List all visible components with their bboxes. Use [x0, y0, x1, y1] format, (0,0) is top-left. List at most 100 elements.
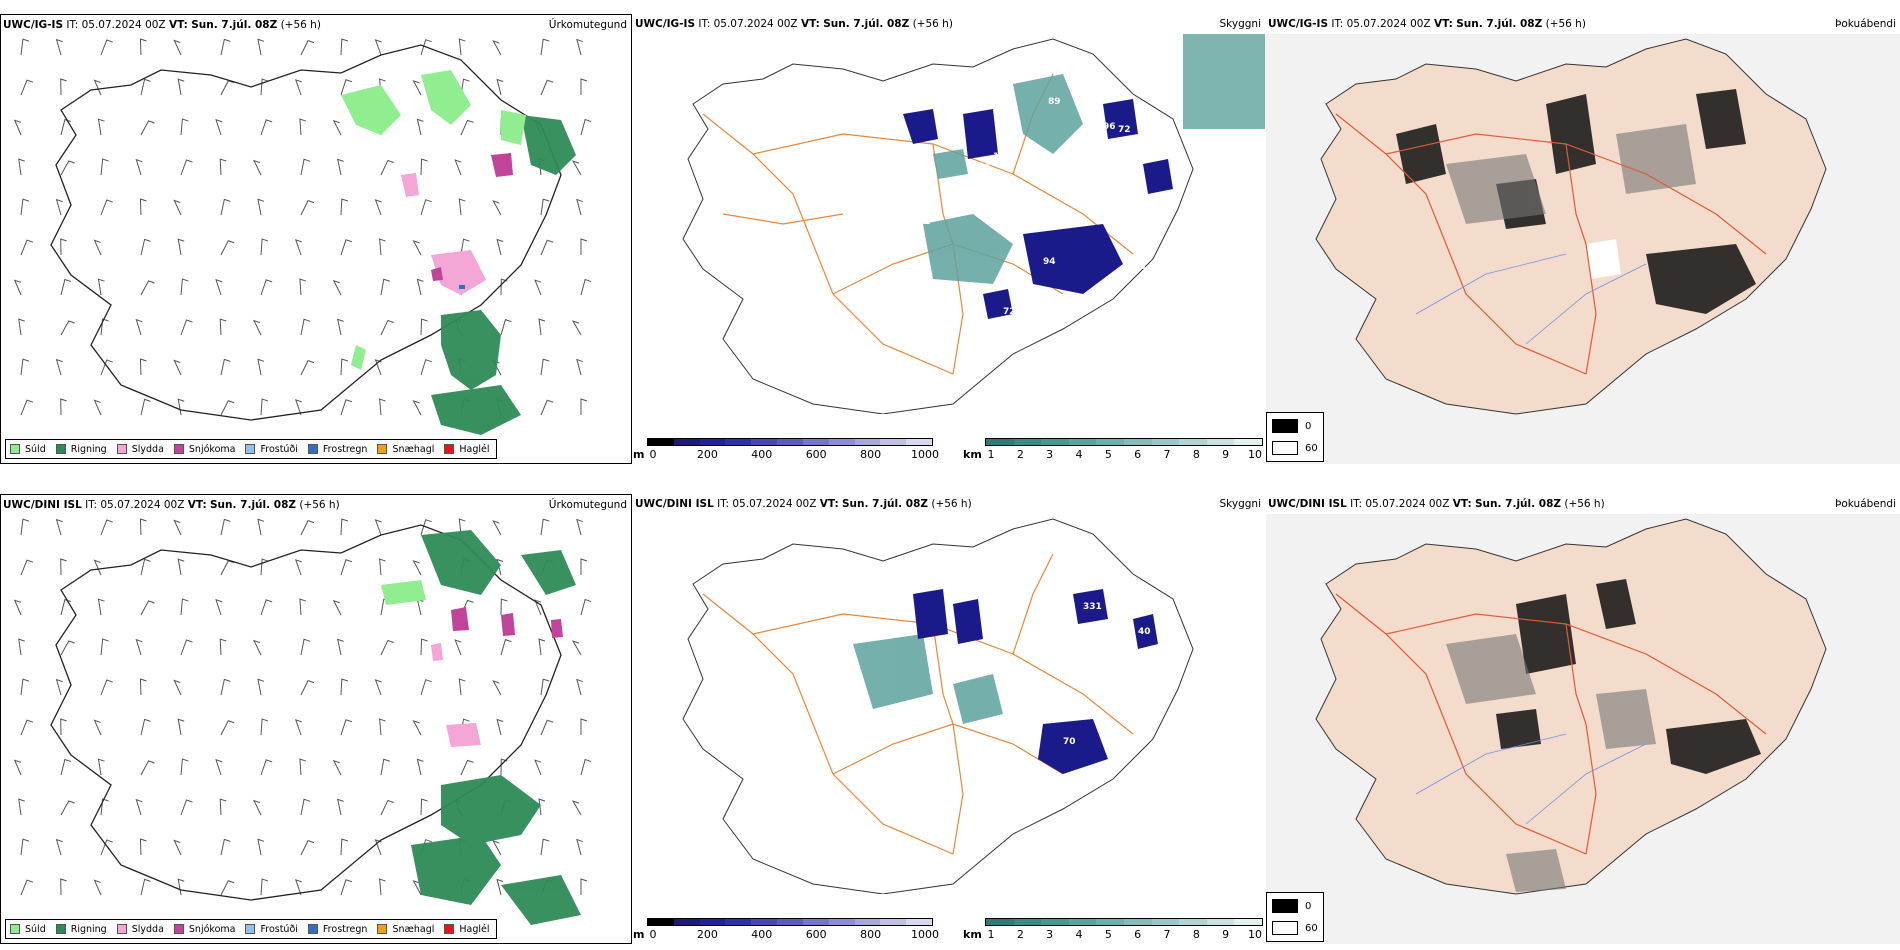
- colorbar-tick: 5: [1104, 448, 1112, 461]
- wind-barb: [571, 640, 582, 656]
- colorbar-segment: [1123, 919, 1152, 925]
- wind-barb: [20, 358, 30, 376]
- wind-barb: [299, 118, 307, 136]
- legend-swatch: [116, 924, 127, 934]
- wind-barb: [412, 80, 422, 96]
- wind-barb: [332, 599, 342, 616]
- wind-barb: [220, 880, 235, 896]
- wind-barb: [220, 198, 231, 216]
- wind-barb: [60, 160, 75, 176]
- wind-barb: [380, 159, 394, 176]
- wind-barb: [97, 278, 105, 296]
- wind-barb: [300, 520, 315, 536]
- wind-barb: [540, 79, 554, 96]
- colorbar-segment: [648, 919, 674, 925]
- wind-barb: [299, 598, 307, 616]
- wind-barb: [139, 518, 147, 536]
- wind-barb: [332, 279, 342, 296]
- legend-item: Rigning: [55, 444, 107, 455]
- wind-barb: [220, 720, 235, 736]
- wind-barb: [420, 359, 432, 376]
- colorbar-segment: [673, 919, 700, 925]
- visibility-panel-bottom: 163 224 331 40 16 83 87 70 69 36 UWC/DINI ISL IT:…: [633, 494, 1265, 944]
- colorbar-segment: [802, 919, 829, 925]
- vt-label: VT:: [187, 499, 207, 511]
- wind-barb: [294, 79, 302, 96]
- wind-barb: [540, 838, 550, 856]
- colorbar-tick: 400: [751, 448, 773, 461]
- colorbar-tick: 1: [987, 928, 995, 941]
- lead-time: (+56 h): [1545, 18, 1586, 30]
- wind-barb: [135, 638, 143, 656]
- wind-barb: [220, 80, 235, 96]
- wind-barb: [60, 398, 67, 416]
- wind-barb: [139, 358, 147, 376]
- visibility-value-label: 75: [1103, 282, 1116, 292]
- colorbar-tick: 1000: [911, 928, 939, 941]
- wind-barb: [500, 318, 512, 336]
- legend-item: Frostregn: [307, 924, 367, 935]
- wind-barb: [340, 239, 353, 256]
- wind-barb: [540, 358, 550, 376]
- legend-item: Slydda: [116, 444, 164, 455]
- wind-barb: [100, 679, 113, 696]
- wind-barb: [576, 678, 584, 696]
- wind-barb: [219, 158, 227, 176]
- legend-swatch: [116, 444, 127, 454]
- wind-barb: [420, 679, 432, 696]
- wind-barb: [135, 318, 143, 336]
- vt-label: VT:: [819, 498, 839, 510]
- wind-barb: [55, 358, 63, 376]
- wind-barb: [260, 878, 269, 896]
- legend-item: Snæhagl: [377, 444, 434, 455]
- wind-barb: [454, 639, 462, 656]
- wind-barb: [300, 200, 315, 216]
- wind-barb: [340, 678, 348, 696]
- legend-item: Súld: [10, 924, 46, 935]
- colorbar-segment: [1151, 439, 1180, 445]
- wind-barb: [60, 878, 67, 896]
- colorbar-tick: 8: [1192, 928, 1200, 941]
- wind-barb: [140, 78, 151, 96]
- legend-item: Snæhagl: [377, 924, 434, 935]
- wind-barb: [340, 79, 353, 96]
- wind-barb: [580, 118, 592, 136]
- wind-barb: [379, 238, 386, 256]
- wind-barb: [177, 398, 185, 416]
- panel-title: Þokuábendi: [1835, 498, 1896, 510]
- wind-barb: [97, 598, 105, 616]
- wind-barb: [412, 400, 422, 416]
- legend-swatch: [55, 924, 66, 934]
- legend-item: Snjókoma: [173, 444, 235, 455]
- colorbar-tick: 7: [1163, 448, 1171, 461]
- legend-label: Rigning: [70, 923, 107, 935]
- wind-barb: [300, 158, 311, 176]
- legend-swatch: [307, 444, 318, 454]
- wind-barb: [379, 878, 386, 896]
- wind-barb: [60, 640, 75, 656]
- wind-barb: [100, 199, 113, 216]
- panel-title: Skyggni: [1219, 18, 1262, 30]
- wind-barb: [100, 519, 113, 536]
- wind-barb: [538, 318, 546, 336]
- wind-barb: [496, 238, 504, 256]
- wind-barb: [257, 838, 265, 856]
- colorbar-segment: [1151, 919, 1180, 925]
- wind-barb: [540, 38, 550, 56]
- precip-type-panel-bottom: UWC/DINI ISL IT: 05.07.2024 00Z VT: Sun.…: [0, 494, 632, 944]
- wind-barb: [496, 78, 504, 96]
- colorbar-segment: [906, 919, 932, 925]
- wind-barb: [340, 559, 353, 576]
- legend-swatch: [444, 444, 455, 454]
- legend-label: Frostúði: [260, 443, 298, 455]
- wind-barb: [294, 399, 302, 416]
- legend-swatch: [173, 924, 184, 934]
- colorbar-tick: 3: [1046, 928, 1054, 941]
- it-value: 05.07.2024 00Z: [1365, 498, 1450, 510]
- wind-barb: [140, 760, 155, 776]
- colorbar-segment: [1179, 439, 1207, 445]
- wind-barb: [215, 598, 223, 616]
- model-name: UWC/DINI ISL: [635, 498, 714, 510]
- vt-value: Sun. 7.júl. 08Z: [1475, 498, 1561, 510]
- wind-barb: [576, 198, 584, 216]
